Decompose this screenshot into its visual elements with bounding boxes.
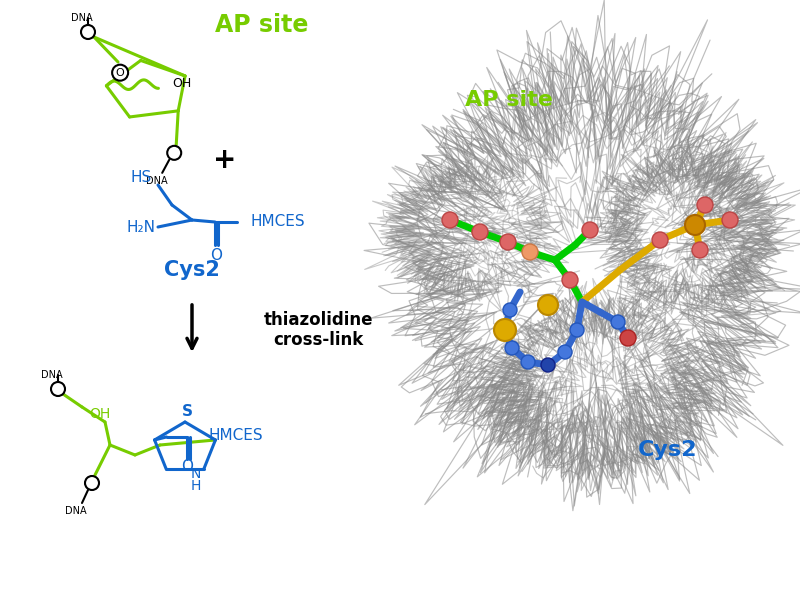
Circle shape [442,212,458,228]
Text: OH: OH [90,407,110,421]
Text: AP site: AP site [465,90,553,110]
Text: O: O [116,68,125,77]
Circle shape [697,197,713,213]
Text: DNA: DNA [65,506,87,516]
Circle shape [558,345,572,359]
Text: HMCES: HMCES [209,428,263,443]
Circle shape [538,295,558,315]
Circle shape [562,272,578,288]
Circle shape [685,215,705,235]
Text: DNA: DNA [146,176,168,186]
Circle shape [81,25,95,39]
Text: H₂N: H₂N [126,220,155,235]
Text: +: + [214,146,237,174]
Circle shape [85,476,99,490]
Circle shape [494,319,516,341]
Circle shape [505,341,519,355]
Circle shape [620,330,636,346]
Circle shape [541,358,555,372]
Circle shape [582,222,598,238]
Circle shape [167,146,182,160]
Text: thiazolidine
cross-link: thiazolidine cross-link [263,311,373,349]
Text: N: N [190,467,201,481]
Text: O: O [210,247,222,263]
Text: OH: OH [173,77,192,91]
Text: Cys2: Cys2 [638,440,698,460]
Text: DNA: DNA [71,13,93,23]
Circle shape [500,234,516,250]
Text: S: S [182,404,193,419]
Text: Cys2: Cys2 [164,260,220,280]
Circle shape [51,382,65,396]
Circle shape [522,244,538,260]
Circle shape [112,65,128,80]
Text: DNA: DNA [41,370,63,380]
Text: AP site: AP site [215,13,308,37]
Text: H: H [190,479,201,493]
Circle shape [692,242,708,258]
Circle shape [570,323,584,337]
Circle shape [503,303,517,317]
Circle shape [611,315,625,329]
Text: HS: HS [130,170,151,185]
Circle shape [521,355,535,369]
Circle shape [652,232,668,248]
Text: HMCES: HMCES [250,214,305,229]
Circle shape [472,224,488,240]
Circle shape [722,212,738,228]
Text: O: O [182,460,194,475]
